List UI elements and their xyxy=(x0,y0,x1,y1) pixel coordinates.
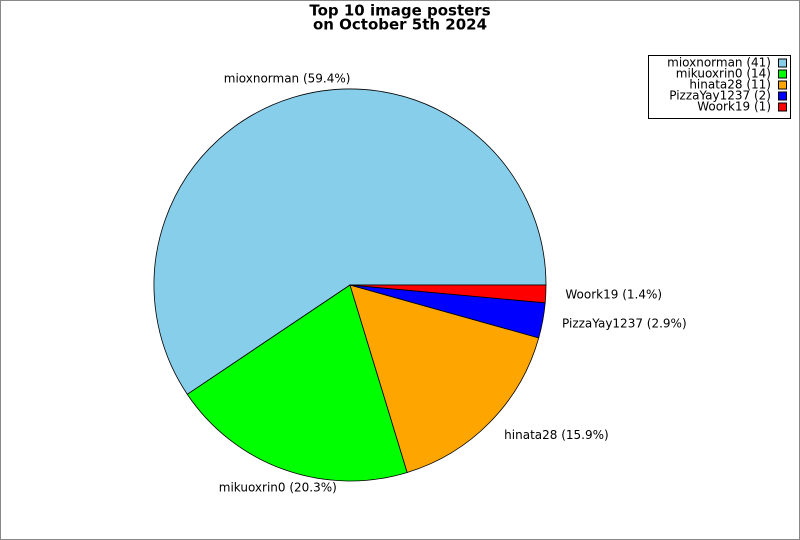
legend-box xyxy=(648,55,791,119)
slice-label: mioxnorman (59.4%) xyxy=(224,71,351,85)
slice-label: Woork19 (1.4%) xyxy=(565,287,662,301)
pie-slice xyxy=(349,284,540,473)
pie-slice xyxy=(186,284,408,482)
legend-swatch xyxy=(778,102,787,112)
legend-swatch xyxy=(778,80,787,90)
legend-swatch xyxy=(778,58,787,68)
legend-label: PizzaYay1237 (2) xyxy=(669,89,771,103)
pie-slice xyxy=(153,88,547,395)
chart-title: Top 10 image posters xyxy=(309,2,490,20)
legend-label: mioxnorman (41) xyxy=(667,56,771,70)
slice-label: PizzaYay1237 (2.9%) xyxy=(562,317,687,331)
pie-slice xyxy=(349,284,547,304)
legend-label: hinata28 (11) xyxy=(689,78,771,92)
legend-swatch xyxy=(778,91,787,101)
slice-label: mikuoxrin0 (20.3%) xyxy=(219,481,337,495)
chart-title: on October 5th 2024 xyxy=(313,16,487,34)
legend-swatch xyxy=(778,69,787,79)
legend-label: Woork19 (1) xyxy=(697,100,771,114)
slice-label: hinata28 (15.9%) xyxy=(504,428,609,442)
legend-label: mikuoxrin0 (14) xyxy=(676,67,771,81)
